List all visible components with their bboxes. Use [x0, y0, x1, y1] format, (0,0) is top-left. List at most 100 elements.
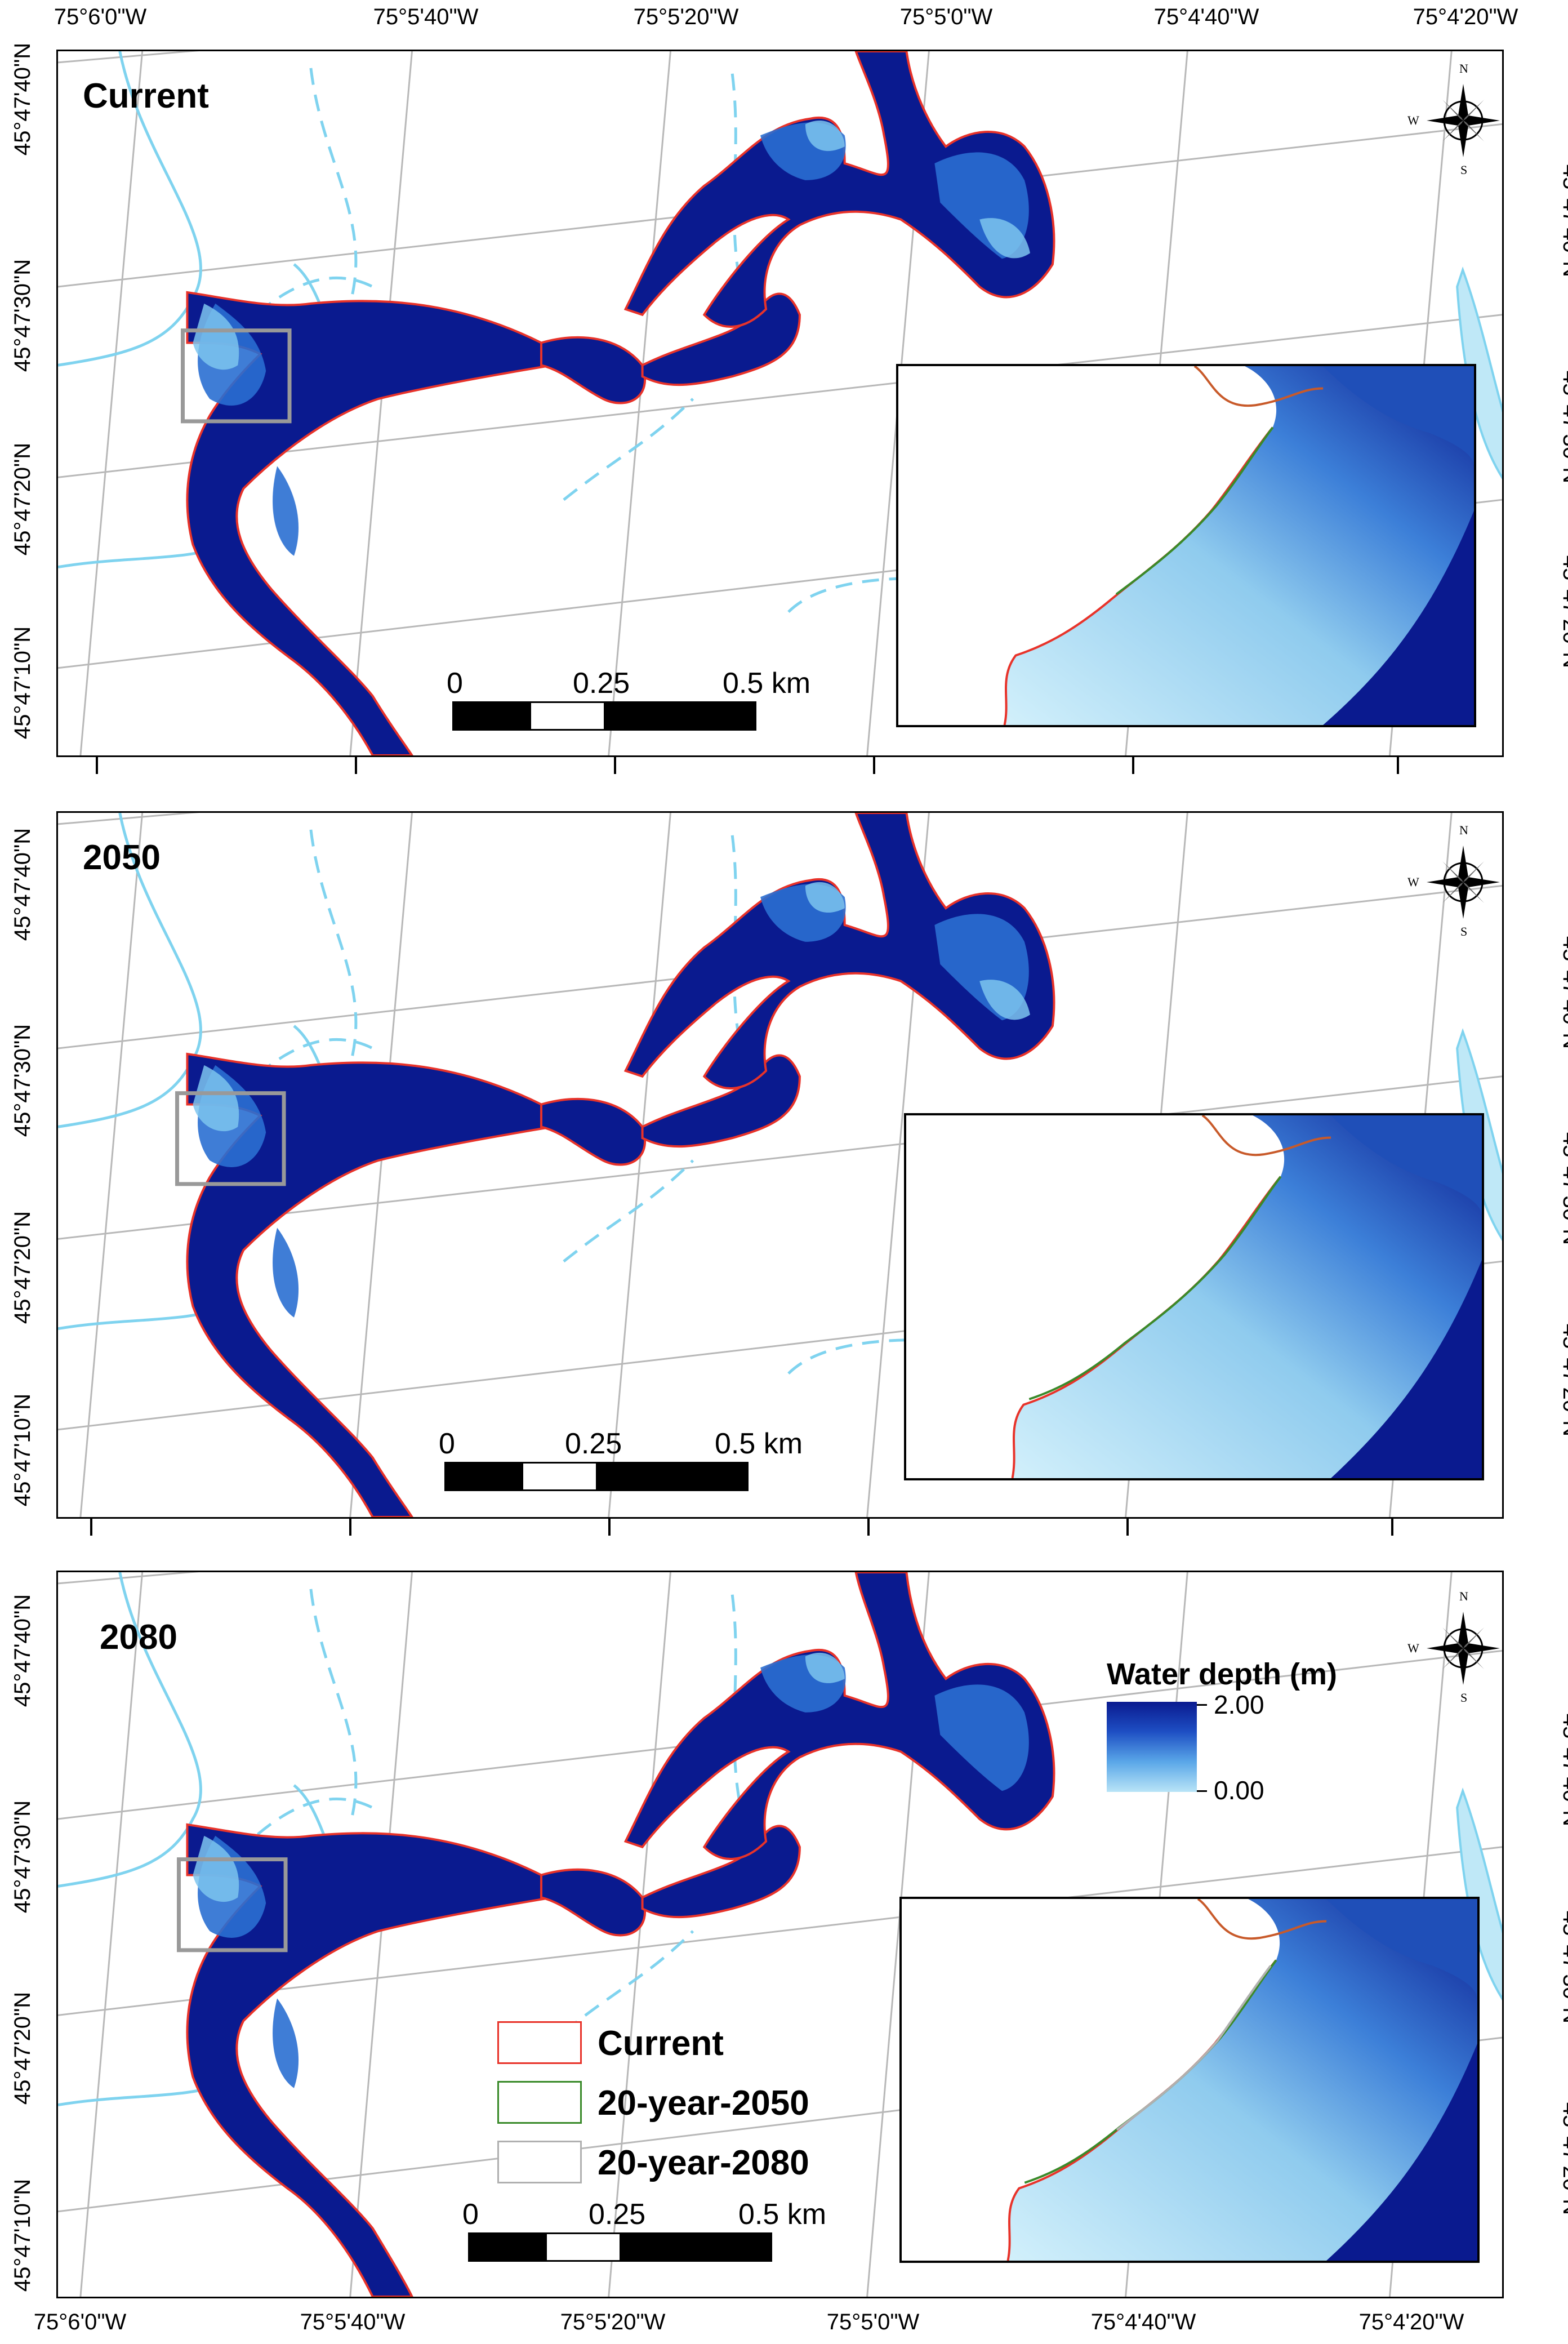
bottom-lon-label: 75°5'40"W	[300, 2310, 406, 2334]
compass-n: N	[1459, 823, 1468, 837]
axis-tick	[1126, 1519, 1129, 1536]
left-lat-label: 45°47'20"N	[10, 1991, 35, 2105]
map-current	[58, 51, 1502, 755]
inset-2080	[1006, 1899, 1477, 2261]
axis-tick	[349, 1519, 351, 1536]
scale-seg	[522, 1462, 598, 1491]
depth-min: 0.00	[1214, 1776, 1264, 1805]
axis-tick	[1397, 757, 1399, 774]
top-lon-label: 75°5'0"W	[899, 5, 993, 29]
scale-label-0: 0	[462, 2198, 479, 2231]
inset-2050	[1011, 1115, 1482, 1478]
right-lat-label: 45°47'30"N	[1558, 370, 1568, 484]
ramp-tick	[1197, 1704, 1207, 1706]
scale-seg	[620, 2232, 772, 2262]
axis-tick	[614, 757, 616, 774]
scale-label-025: 0.25	[565, 1427, 622, 1460]
panel-title: 2050	[83, 838, 161, 877]
map-panel-current: Current N S W E 0 0.25 0.5 km	[56, 50, 1504, 757]
scale-seg	[444, 1462, 523, 1491]
axis-tick	[355, 757, 357, 774]
top-lon-label: 75°5'20"W	[633, 5, 739, 29]
compass-n: N	[1459, 1589, 1468, 1603]
axis-tick	[96, 757, 98, 774]
map-panel-2080: 2080 N S W E Water depth (m) 2.00 0.00 C…	[56, 1571, 1504, 2298]
legend-item-current: Current	[497, 2021, 1004, 2066]
right-lat-label: 45°47'30"N	[1558, 1132, 1568, 1246]
depth-legend-title: Water depth (m)	[1107, 1657, 1337, 1691]
bottom-lon-label: 75°4'20"W	[1358, 2310, 1464, 2334]
depth-legend: Water depth (m) 2.00 0.00	[1107, 1657, 1422, 1805]
left-lat-label: 45°47'30"N	[10, 259, 35, 372]
left-lat-label: 45°47'10"N	[10, 1393, 35, 1507]
legend-item-2050: 20-year-2050	[497, 2081, 1004, 2126]
compass-s: S	[1460, 1691, 1468, 1705]
axis-tick	[1132, 757, 1134, 774]
scale-label-05: 0.5 km	[723, 667, 811, 700]
legend-swatch	[497, 2021, 582, 2064]
left-lat-label: 45°47'20"N	[10, 442, 35, 556]
axis-tick	[1391, 1519, 1393, 1536]
depth-color-ramp	[1107, 1702, 1197, 1792]
bottom-lon-label: 75°5'20"W	[560, 2310, 666, 2334]
compass-w: W	[1407, 875, 1419, 889]
axis-tick	[867, 1519, 870, 1536]
scale-seg	[604, 701, 756, 731]
axis-tick	[608, 1519, 611, 1536]
left-lat-label: 45°47'40"N	[10, 1594, 35, 1707]
right-lat-label: 45°47'40"N	[1558, 164, 1568, 278]
left-lat-label: 45°47'10"N	[10, 2178, 35, 2292]
ramp-tick	[1197, 1790, 1207, 1792]
compass-w: W	[1407, 113, 1419, 127]
right-lat-label: 45°47'20"N	[1558, 2102, 1568, 2216]
right-lat-label: 45°47'40"N	[1558, 936, 1568, 1049]
left-lat-label: 45°47'10"N	[10, 626, 35, 740]
top-lon-label: 75°6'0"W	[54, 5, 147, 29]
north-arrow-icon: N S W E	[1407, 1589, 1502, 1705]
top-lon-label: 75°5'40"W	[373, 5, 479, 29]
legend-label: 20-year-2050	[598, 2084, 809, 2123]
scale-label-025: 0.25	[589, 2198, 646, 2231]
legend-swatch	[497, 2081, 582, 2124]
scale-label-05: 0.5 km	[738, 2198, 827, 2231]
boundary-legend: Current 20-year-2050 20-year-2080	[497, 2021, 1061, 2201]
scale-seg	[468, 2232, 547, 2262]
right-lat-label: 45°47'20"N	[1558, 1323, 1568, 1437]
north-arrow-icon: N S W E	[1407, 823, 1502, 939]
scale-label-025: 0.25	[573, 667, 630, 700]
scale-bar: 0 0.25 0.5 km	[447, 666, 810, 740]
top-lon-label: 75°4'20"W	[1413, 5, 1518, 29]
inset-current	[1003, 366, 1474, 725]
panel-title: 2080	[100, 1618, 177, 1657]
legend-swatch	[497, 2141, 582, 2183]
right-lat-label: 45°47'40"N	[1558, 1713, 1568, 1827]
inset-map	[904, 1113, 1484, 1480]
scale-label-0: 0	[447, 667, 463, 700]
bottom-lon-label: 75°4'40"W	[1090, 2310, 1196, 2334]
map-panel-2050: 2050 N S W E 0 0.25 0.5 km	[56, 811, 1504, 1519]
legend-item-2080: 20-year-2080	[497, 2141, 1004, 2186]
bottom-lon-label: 75°6'0"W	[33, 2310, 127, 2334]
right-lat-label: 45°47'30"N	[1558, 1910, 1568, 2024]
compass-s: S	[1460, 924, 1468, 939]
left-lat-label: 45°47'20"N	[10, 1211, 35, 1324]
north-arrow-icon: N S W E	[1407, 61, 1502, 177]
legend-label: Current	[598, 2024, 724, 2063]
axis-tick	[873, 757, 875, 774]
left-lat-label: 45°47'30"N	[10, 1024, 35, 1137]
left-lat-label: 45°47'40"N	[10, 828, 35, 941]
compass-w: W	[1407, 1641, 1419, 1655]
axis-tick	[90, 1519, 92, 1536]
bottom-lon-label: 75°5'0"W	[826, 2310, 920, 2334]
scale-bar: 0 0.25 0.5 km	[462, 2198, 826, 2271]
panel-title: Current	[83, 77, 209, 115]
scale-seg	[545, 2232, 621, 2262]
map-2080	[58, 1572, 1502, 2297]
legend-label: 20-year-2080	[598, 2143, 809, 2182]
scale-label-05: 0.5 km	[715, 1427, 803, 1460]
left-lat-label: 45°47'30"N	[10, 1800, 35, 1914]
left-lat-label: 45°47'40"N	[10, 42, 35, 156]
compass-n: N	[1459, 61, 1468, 75]
right-lat-label: 45°47'20"N	[1558, 555, 1568, 669]
scale-seg	[596, 1462, 749, 1491]
